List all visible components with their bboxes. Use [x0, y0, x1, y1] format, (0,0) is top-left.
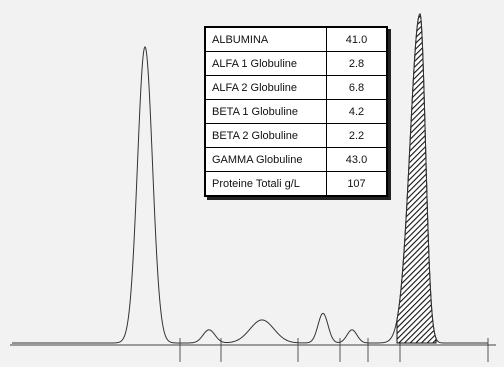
fraction-separators — [179, 338, 489, 362]
fraction-value: 2.2 — [326, 123, 388, 148]
fraction-label: GAMMA Globuline — [204, 147, 327, 172]
gamma-peak-fill — [396, 13, 437, 344]
fraction-value: 2.8 — [326, 51, 388, 76]
fraction-label: BETA 1 Globuline — [204, 99, 327, 124]
fraction-value: 6.8 — [326, 75, 388, 100]
table-row: ALBUMINA 41.0 — [204, 26, 388, 52]
table-row: ALFA 1 Globuline 2.8 — [204, 51, 388, 76]
fraction-label: ALFA 2 Globuline — [204, 75, 327, 100]
fraction-label: Proteine Totali g/L — [204, 171, 327, 197]
fraction-label: BETA 2 Globuline — [204, 123, 327, 148]
results-table: ALBUMINA 41.0 ALFA 1 Globuline 2.8 ALFA 2 Gl… — [204, 26, 388, 197]
table-row: BETA 2 Globuline 2.2 — [204, 123, 388, 148]
fraction-value: 41.0 — [326, 26, 388, 52]
fraction-label: ALFA 1 Globuline — [204, 51, 327, 76]
table-row: GAMMA Globuline 43.0 — [204, 147, 388, 172]
table-row: Proteine Totali g/L 107 — [204, 171, 388, 197]
fraction-value: 43.0 — [326, 147, 388, 172]
table-row: ALFA 2 Globuline 6.8 — [204, 75, 388, 100]
densitometry-curve — [12, 13, 488, 344]
table-row: BETA 1 Globuline 4.2 — [204, 99, 388, 124]
fraction-value: 107 — [326, 171, 388, 197]
fraction-value: 4.2 — [326, 99, 388, 124]
fraction-label: ALBUMINA — [204, 26, 327, 52]
